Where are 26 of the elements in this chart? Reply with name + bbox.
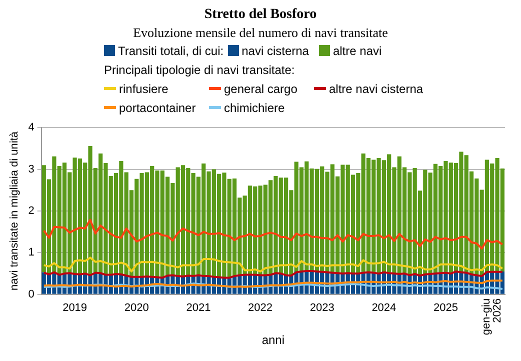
x-tick-label: 2020 [124,302,149,314]
legend-label: altre navi cisterna [328,81,424,98]
y-axis-title: navi transitate in migliaia di unità [8,130,21,290]
x-tick-label: 2024 [372,302,396,314]
legend-label: altre navi [332,43,382,60]
legend-label: portacontainer [118,100,197,117]
legend-label: navi cisterna [240,43,309,60]
y-tick-label: 3 [28,163,34,176]
x-tick-label: 2021 [186,302,211,314]
chart-subtitle: Evoluzione mensile del numero di navi transitate [132,24,389,42]
x-tick-label: 2019 [62,302,88,314]
y-tick-label: 2 [28,205,34,218]
x-tick-label: gen-giu 2026 [480,298,504,336]
y-tick-label: 4 [28,122,34,134]
legend-label: rinfusiere [118,81,170,98]
legend-label: chimichiere [223,100,286,117]
x-tick-label: 2022 [248,302,273,314]
legend-title: Transiti totali, di cui: [118,44,224,58]
x-tick-label: 2025 [434,302,458,314]
text: Principali tipologie di navi transitate: [104,62,296,79]
x-axis-title: anni [262,333,285,348]
y-tick-label: 0 [28,288,34,300]
x-tick-label: 2023 [310,302,334,314]
legend-label: general cargo [223,81,298,98]
y-tick-label: 1 [28,246,34,259]
chart-title: Stretto del Bosforo [203,6,318,24]
